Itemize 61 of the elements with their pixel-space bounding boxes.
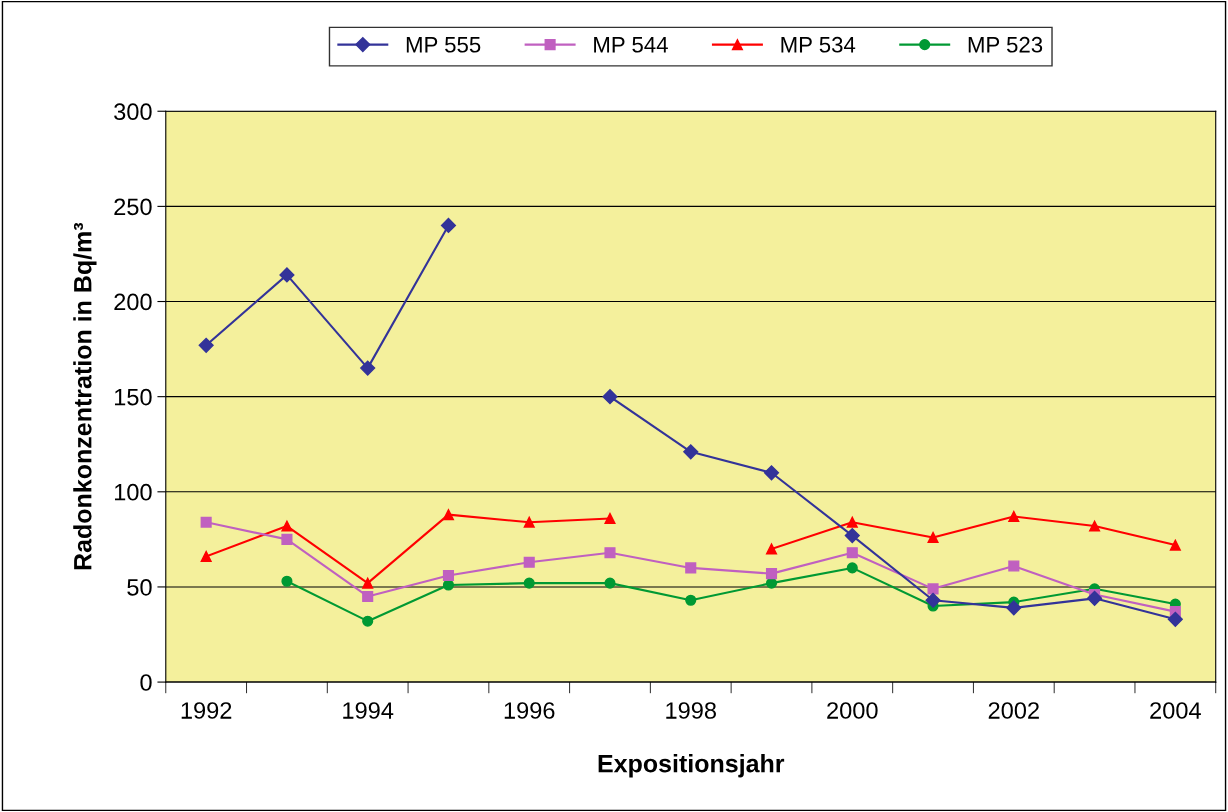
point [925, 592, 941, 608]
point [362, 590, 374, 603]
point [440, 217, 457, 233]
legend-label: MP 523 [968, 36, 1043, 53]
point [200, 550, 212, 563]
point [362, 577, 374, 589]
x-tick-label: 2002 [988, 702, 1039, 719]
x-tick-label: 1998 [666, 702, 716, 719]
point [927, 531, 939, 544]
point [604, 547, 616, 559]
point [1169, 539, 1181, 551]
point [685, 594, 697, 606]
x-tick-label: 2004 [1150, 702, 1201, 719]
point [763, 465, 780, 481]
legend-label: MP 544 [594, 37, 668, 53]
x-axis-title: Expositionsjahr [598, 754, 785, 778]
y-tick-label: 250 [114, 198, 152, 216]
point [360, 360, 376, 376]
x-tick-label: 1996 [504, 702, 555, 719]
point [523, 556, 535, 568]
point [198, 337, 214, 353]
point [523, 516, 535, 528]
point [846, 547, 858, 559]
point [765, 543, 778, 555]
point [1008, 560, 1020, 572]
point [765, 568, 778, 580]
x-tick-label: 1992 [181, 702, 232, 719]
point [1167, 611, 1183, 627]
x-tick-label: 2000 [827, 702, 878, 719]
point [927, 583, 939, 595]
point [683, 444, 699, 460]
legend-label: MP 534 [781, 36, 856, 53]
point [523, 577, 535, 589]
point [602, 389, 618, 405]
y-tick-label: 150 [115, 388, 152, 406]
y-tick-label: 100 [115, 483, 152, 501]
point [844, 527, 860, 544]
y-tick-label: 200 [114, 293, 152, 311]
point [685, 562, 697, 574]
x-tick-label: 1994 [343, 702, 394, 719]
y-tick-label: 0 [140, 674, 152, 691]
point [281, 575, 293, 587]
point [846, 562, 858, 574]
y-tick-label: 50 [127, 579, 152, 596]
point [442, 569, 455, 582]
y-tick-label: 300 [114, 103, 152, 121]
point [442, 509, 455, 521]
legend-label: MP 555 [406, 37, 481, 53]
point [1008, 510, 1020, 523]
point [846, 516, 858, 528]
y-axis-title: Radonkonzentration in Bq/m³ [73, 222, 97, 570]
point [1006, 600, 1022, 616]
point [1087, 590, 1103, 606]
point [362, 615, 374, 627]
point [279, 267, 295, 283]
point [604, 512, 616, 524]
point [281, 533, 293, 545]
point [604, 577, 616, 589]
point [200, 516, 212, 528]
point [281, 520, 293, 532]
point [1089, 520, 1101, 532]
